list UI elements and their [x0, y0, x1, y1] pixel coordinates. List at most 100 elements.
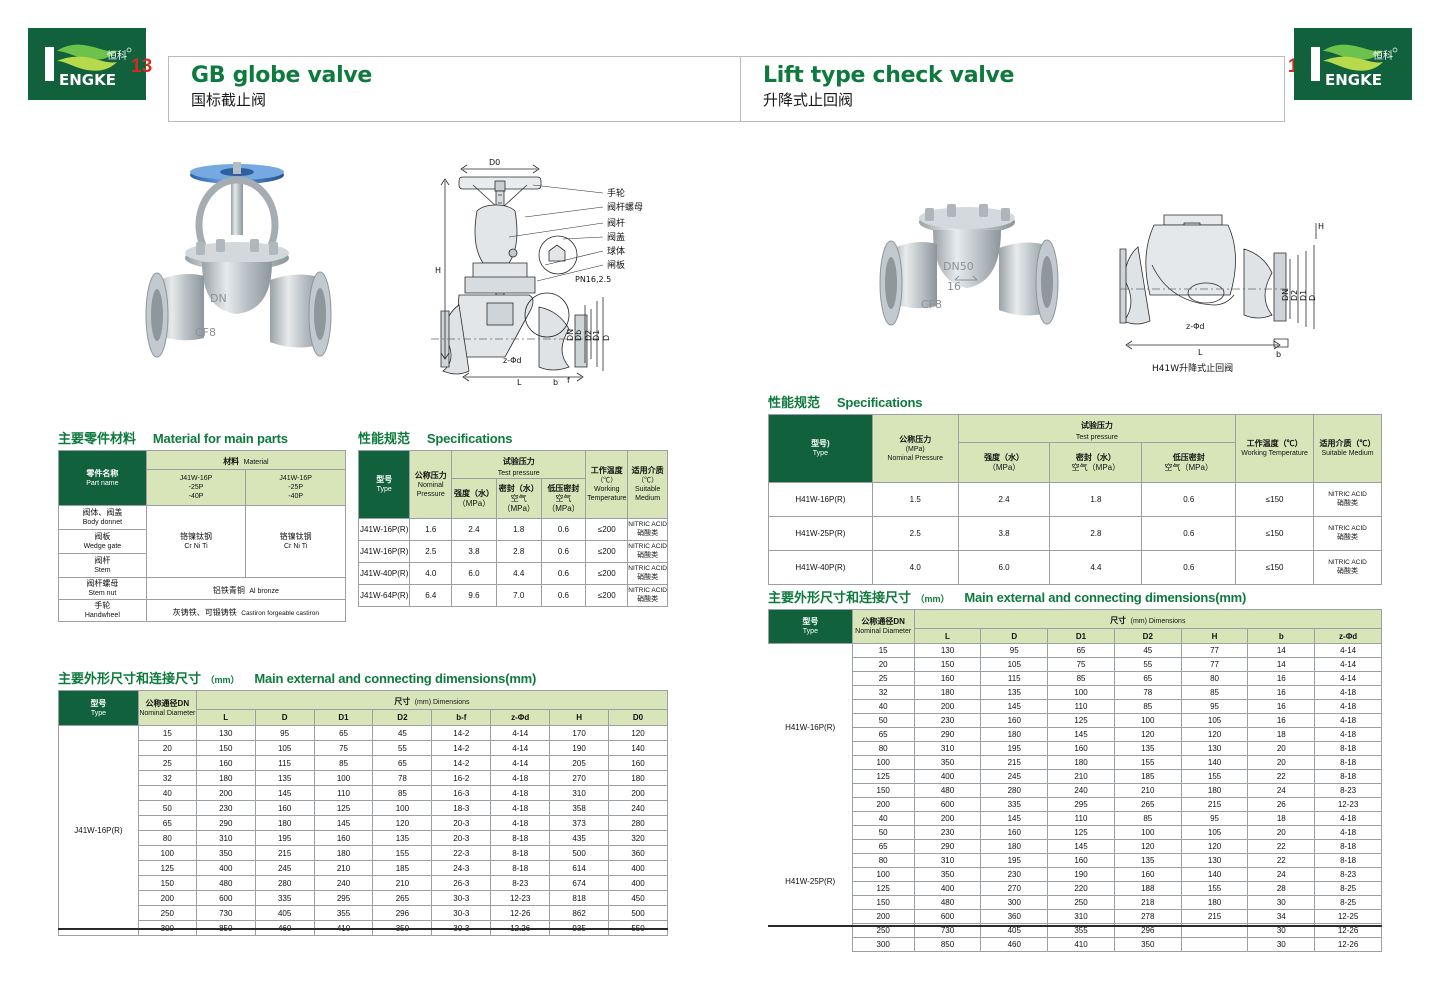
dims-value: 105	[1180, 825, 1249, 840]
dims-value: 160	[254, 800, 315, 816]
dims-value: 85	[1047, 671, 1115, 686]
right-dims-heading-cn: 主要外形尺寸和连接尺寸	[768, 590, 912, 605]
dims-value: 135	[980, 685, 1049, 700]
dims-value: 105	[1180, 713, 1249, 728]
dims-value: 480	[913, 895, 982, 910]
dims-value: 85	[313, 755, 374, 771]
dims-value: 335	[254, 890, 315, 906]
spec-temp: ≤200	[585, 540, 629, 563]
dims-dn: 200	[851, 797, 915, 812]
dims-value: 460	[980, 937, 1049, 952]
left-spec-col-temp: 工作温度 （℃） Working Temperature	[585, 450, 629, 519]
dims-dn: 65	[851, 727, 915, 742]
spec-type: J41W-16P(R)	[357, 540, 411, 563]
table-row: J41W-16P -25P -40P J41W-16P -25P -40P	[59, 469, 346, 506]
check-valve-photo: DN50 16 CF8	[875, 198, 1060, 365]
table-row: 20 150 105 75 55 14-2 4-14 190 140	[59, 740, 668, 756]
table-row: J41W-16P(R) 15 130 95 65 45 14-2 4-14 170 120	[58, 725, 668, 936]
page-title-cn-left: 国标截止阀	[191, 92, 267, 109]
svg-text:L: L	[517, 378, 522, 387]
dims-value: 200	[608, 785, 668, 801]
dims-value: 100	[313, 770, 374, 786]
left-spec-col-nominal: 公称压力 Nominal Pressure	[409, 450, 453, 519]
dims-value: 20	[1247, 755, 1316, 770]
dims-dn: 32	[851, 685, 915, 700]
spec-type: J41W-16P(R)	[357, 518, 411, 541]
dims-value: 18-3	[431, 800, 492, 816]
left-spec-heading: 性能规范 Specifications	[358, 428, 512, 448]
dims-value: 16-3	[431, 785, 492, 801]
dims-dn: 100	[851, 867, 915, 882]
dims-col-z-Φd: z-Φd	[490, 709, 551, 726]
dims-value: 22	[1247, 769, 1316, 784]
table-row: 125 400 245 210 185 24-3 8-18 614 400	[59, 860, 668, 876]
right-dims-heading-en: Main external and connecting dimensions(…	[964, 590, 1247, 605]
svg-text:16: 16	[947, 280, 961, 293]
right-spec-col-temp: 工作温度（℃） Working Temperature	[1235, 414, 1315, 483]
dims-value: 110	[1047, 811, 1115, 826]
dims-value: 270	[549, 770, 610, 786]
dims-value: 400	[608, 875, 668, 891]
table-row: 手轮 Handwheel 灰铸铁、可锻铸铁 Castiron forgeable…	[58, 599, 347, 622]
table-row: H41W-25P(R) 40 200 145 110 85 95 18 4-18	[768, 811, 1382, 952]
drawing-label-stem-nut: 阀杆螺母	[607, 201, 643, 213]
svg-text:DN: DN	[566, 329, 575, 341]
spec-nominal: 1.6	[409, 518, 453, 541]
dims-value: 110	[313, 785, 374, 801]
material-type-col-1: J41W-16P -25P -40P	[145, 469, 247, 506]
dims-value: 26-3	[431, 875, 492, 891]
left-table-bottom-rule	[58, 928, 668, 930]
svg-text:DN: DN	[1281, 289, 1290, 301]
table-row: 100 350 215 180 155 22-3 8-18 500 360	[59, 845, 668, 861]
table-row: 40 200 145 110 85 16-3 4-18 310 200	[59, 785, 668, 801]
spec-temp: ≤200	[585, 562, 629, 585]
svg-text:ENGKE: ENGKE	[1325, 71, 1382, 89]
dims-value: 170	[549, 725, 610, 741]
spec-temp: ≤150	[1235, 516, 1315, 551]
dims-value: 140	[608, 740, 668, 756]
spec-strength: 2.4	[957, 482, 1051, 517]
dims-dn: 40	[851, 699, 915, 714]
right-dims-col-dn: 公称通径DN Nominal Diameter	[851, 609, 915, 644]
spec-lowseal: 0.6	[1141, 550, 1237, 585]
dims-col-D1: D1	[313, 709, 374, 726]
table-row: 200 600 335 295 265 30-3 12-23 818 450	[59, 890, 668, 906]
dims-value: 674	[549, 875, 610, 891]
dims-value: 80	[1180, 671, 1249, 686]
dims-value: 30-3	[431, 905, 492, 921]
dims-value: 77	[1180, 643, 1249, 658]
dims-value: 22-3	[431, 845, 492, 861]
dims-value: 230	[913, 825, 982, 840]
dims-value: 22	[1247, 853, 1316, 868]
material-part-stemnut: 阀杆螺母 Stem nut	[58, 577, 147, 600]
dims-value: 360	[608, 845, 668, 861]
dims-dn: 150	[137, 875, 197, 891]
dims-col-L: L	[195, 709, 256, 726]
dims-value: 210	[1113, 783, 1182, 798]
material-heading-cn: 主要零件材料	[58, 431, 137, 446]
spec-strength: 3.8	[451, 540, 497, 563]
dims-value: 8-18	[1314, 839, 1382, 854]
dims-value: 85	[1113, 699, 1182, 714]
dims-dn: 125	[851, 769, 915, 784]
dims-value: 215	[254, 845, 315, 861]
dims-value: 350	[913, 755, 982, 770]
page-title-cn-right: 升降式止回阀	[763, 92, 854, 109]
dims-value: 195	[980, 741, 1049, 756]
dims-value: 78	[372, 770, 433, 786]
dims-value: 12-26	[1314, 937, 1382, 952]
dims-value: 180	[608, 770, 668, 786]
dims-value: 34	[1247, 909, 1316, 924]
material-value-crniti-1: 铬镍钛钢 Cr Ni Ti	[145, 505, 247, 578]
spec-type: J41W-64P(R)	[357, 584, 411, 607]
dims-value: 125	[1047, 713, 1115, 728]
dims-value: 215	[1180, 909, 1249, 924]
dims-dn: 100	[851, 755, 915, 770]
dims-value: 125	[313, 800, 374, 816]
spec-nominal: 2.5	[871, 516, 959, 551]
dims-value: 26	[1247, 797, 1316, 812]
dims-value: 105	[980, 657, 1049, 672]
dims-value: 8-23	[490, 875, 551, 891]
dims-value: 160	[1113, 867, 1182, 882]
dims-value: 215	[980, 755, 1049, 770]
